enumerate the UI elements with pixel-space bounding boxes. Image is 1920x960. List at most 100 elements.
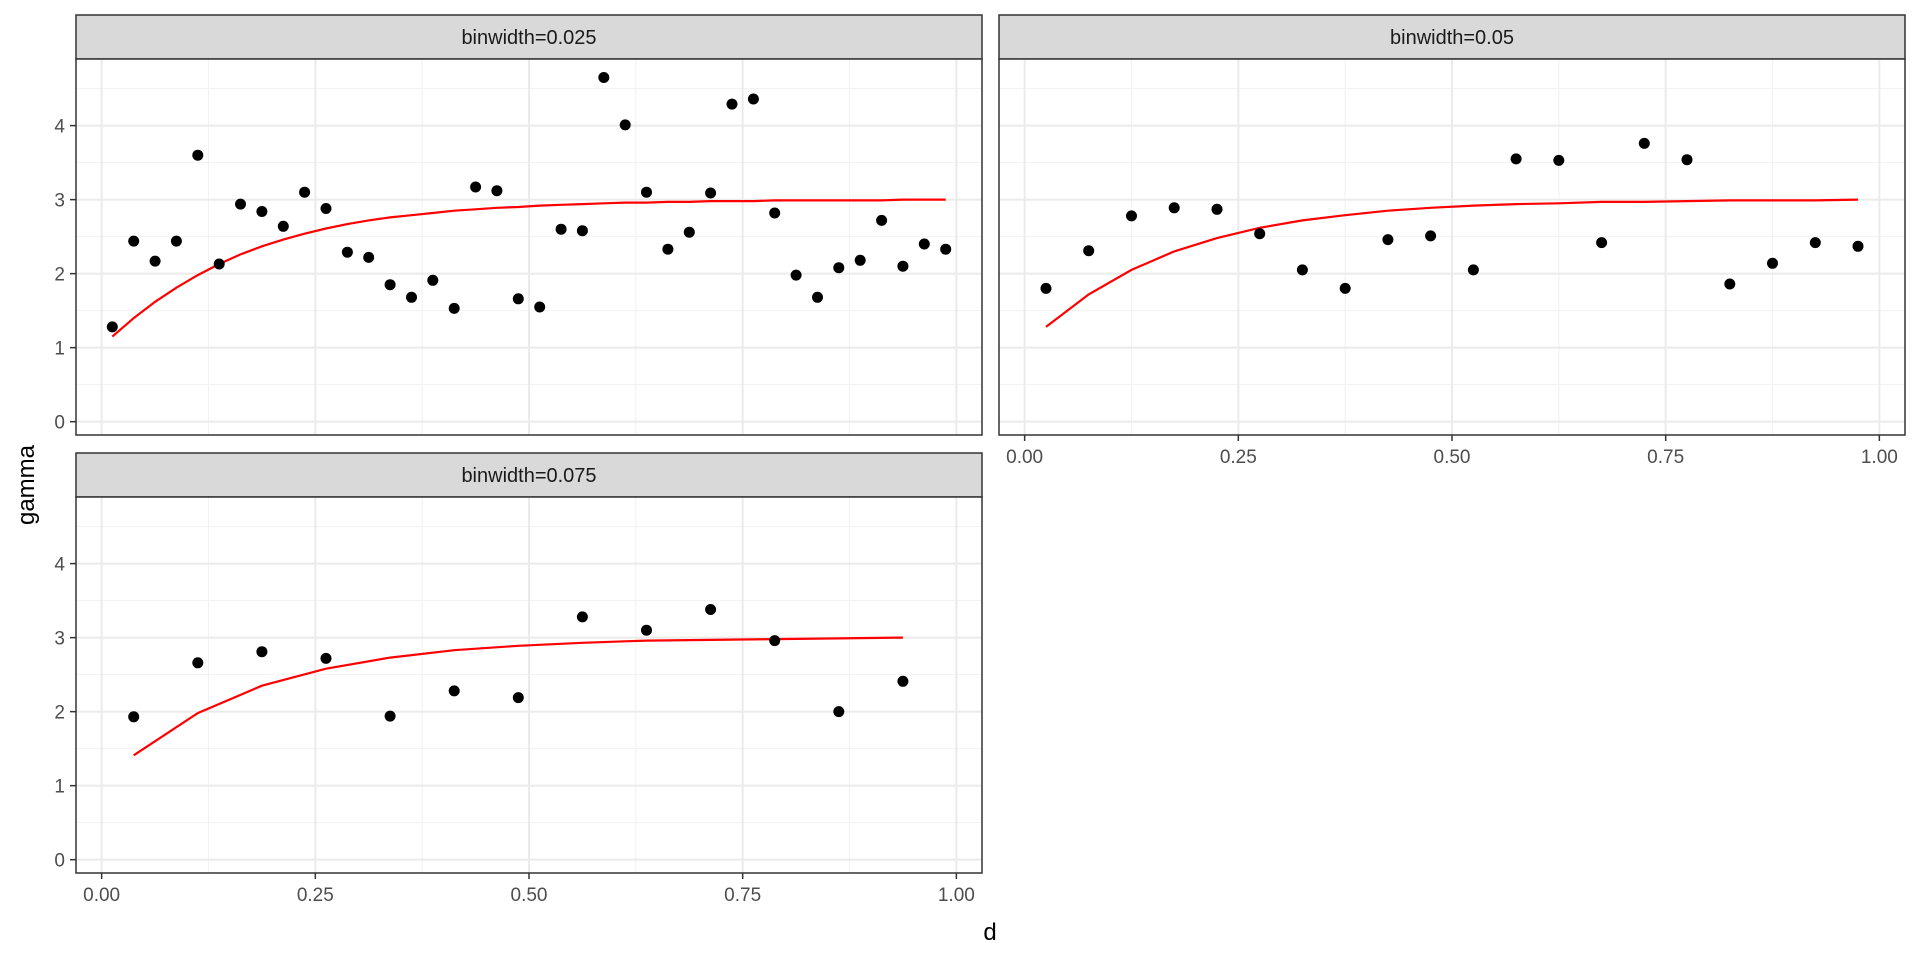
data-point [769, 207, 781, 219]
data-point [512, 293, 524, 305]
data-point [833, 706, 845, 718]
data-point [897, 675, 909, 687]
data-point [235, 198, 246, 210]
panel-2: binwidth=0.05 [998, 14, 1906, 436]
y-tick-label: 1 [54, 777, 65, 798]
data-point [1168, 202, 1180, 214]
fit-line [111, 198, 946, 338]
facet-panels: binwidth=0.025 binwidth=0.05 binwidth=0.07… [75, 14, 1906, 874]
gridlines [999, 59, 1905, 435]
data-point [812, 291, 823, 303]
data-point [1681, 154, 1693, 166]
data-point [897, 260, 909, 272]
data-point [705, 187, 717, 199]
data-point [1126, 210, 1137, 222]
panel-border [75, 58, 983, 436]
y-tick-label: 0 [54, 413, 65, 434]
data-point [1724, 278, 1736, 290]
data-point [1425, 230, 1437, 242]
data-point [1852, 240, 1864, 252]
y-tick-label: 4 [54, 117, 65, 138]
y-tick-label: 2 [54, 703, 65, 724]
data-point [683, 226, 695, 238]
data-point [918, 238, 930, 250]
data-point [384, 279, 396, 291]
data-point [1211, 203, 1223, 215]
data-point [576, 225, 588, 237]
x-tick-label: 1.00 [938, 885, 975, 906]
gridlines [76, 59, 982, 435]
data-point [1767, 257, 1778, 269]
data-point [406, 291, 417, 303]
data-point [106, 321, 118, 333]
data-point [726, 98, 738, 110]
fit-line [1045, 198, 1859, 328]
data-point [320, 652, 332, 664]
data-point [256, 646, 268, 658]
data-point [1596, 237, 1608, 249]
facet-strip-label: binwidth=0.075 [461, 465, 596, 487]
data-point [747, 93, 759, 105]
panel-1: binwidth=0.025 [75, 14, 983, 436]
facet-strip [75, 14, 983, 60]
data-point [876, 214, 888, 226]
data-point [256, 206, 268, 217]
data-point [641, 186, 652, 198]
y-axis-title: gamma [13, 444, 40, 525]
data-point [534, 301, 546, 313]
x-tick-label: 0.00 [1006, 447, 1043, 468]
data-point [363, 251, 375, 263]
panel-3: binwidth=0.075 [75, 452, 983, 874]
y-tick-label: 3 [54, 191, 65, 212]
data-point [299, 186, 311, 198]
data-point [341, 246, 353, 258]
data-point [1254, 228, 1266, 240]
data-point [491, 185, 503, 197]
data-point [213, 258, 225, 270]
x-tick-label: 0.50 [511, 885, 548, 906]
y-tick-label: 0 [54, 851, 65, 872]
data-point [769, 635, 781, 647]
y-tick-label: 1 [54, 339, 65, 360]
data-point [1638, 137, 1650, 149]
x-tick-label: 0.25 [1220, 447, 1257, 468]
data-point [512, 692, 524, 704]
data-point [662, 243, 674, 255]
data-point [1510, 153, 1522, 165]
data-point [940, 243, 952, 255]
y-tick-label: 2 [54, 265, 65, 286]
data-point [128, 711, 140, 723]
x-tick-label: 0.50 [1434, 447, 1471, 468]
x-tick-label: 0.75 [1647, 447, 1684, 468]
data-point [170, 235, 182, 247]
facet-strip-label: binwidth=0.05 [1390, 27, 1514, 49]
data-point [128, 235, 140, 247]
data-point [854, 254, 866, 266]
x-tick-label: 0.00 [83, 885, 120, 906]
data-point [470, 181, 482, 193]
data-point [833, 262, 845, 274]
x-tick-label: 0.25 [297, 885, 334, 906]
x-tick-label: 0.75 [724, 885, 761, 906]
data-point [149, 255, 161, 267]
data-point [1553, 154, 1565, 166]
facet-strip [75, 452, 983, 498]
data-point [1382, 234, 1394, 246]
data-point [384, 710, 396, 722]
data-point [1083, 245, 1095, 257]
data-point [320, 203, 332, 214]
data-point [192, 657, 204, 669]
data-point [192, 149, 204, 161]
y-tick-label: 3 [54, 629, 65, 650]
data-point [598, 72, 610, 83]
data-point [1339, 282, 1351, 294]
y-tick-label: 4 [54, 555, 65, 576]
data-point [705, 604, 717, 615]
data-point [1040, 282, 1052, 294]
facet-strip [998, 14, 1906, 60]
axis-ticks: 0 1 2 3 4 0.00 0.25 0.50 0.75 1.00 0 1 2 3 4 0.00 0.25 0.… [54, 117, 1897, 906]
data-point [790, 269, 802, 281]
data-point [641, 624, 652, 636]
data-point [448, 302, 460, 314]
